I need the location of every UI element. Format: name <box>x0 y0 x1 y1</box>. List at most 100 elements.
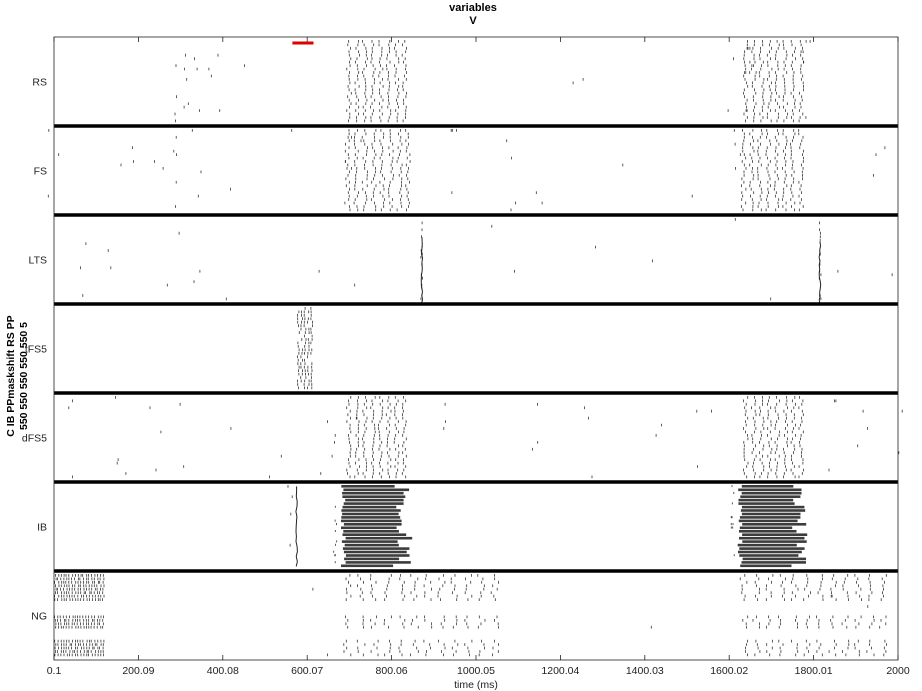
spike-burst <box>741 505 805 509</box>
spike-mark <box>819 292 821 297</box>
y-axis-title: C IB PPmaskshift RS PP 550 550 550 550 5… <box>5 315 30 436</box>
spike-burst <box>343 550 407 554</box>
spike-burst <box>341 526 397 530</box>
spike-mark <box>819 241 822 246</box>
spike-burst <box>342 491 404 495</box>
population-label-rs: RS <box>32 77 47 89</box>
chart-title-line-1: variables <box>449 2 497 14</box>
spike-burst <box>741 485 794 488</box>
spike-burst <box>342 533 407 536</box>
spike-mark <box>818 268 821 273</box>
population-label-tfs5: tFS5 <box>25 344 47 356</box>
spike-mark <box>818 296 821 301</box>
spike-mark <box>295 541 298 547</box>
spike-train-fs <box>47 129 886 212</box>
x-axis-title: time (ms) <box>454 679 498 691</box>
spike-burst <box>738 519 798 523</box>
panels-layer: RS FS LTS tFS5 dFS5 IB NG <box>22 77 47 623</box>
chart-title-line-2: V <box>469 15 477 27</box>
spike-mark <box>421 270 423 275</box>
spike-burst <box>345 536 413 540</box>
spike-burst <box>342 512 399 516</box>
spike-burst <box>738 488 802 492</box>
spike-train-rs <box>174 40 811 123</box>
spike-burst <box>341 516 401 519</box>
spike-burst <box>344 557 400 561</box>
spike-mark <box>818 276 821 281</box>
x-tick-label: 200.09 <box>122 665 154 677</box>
spike-mark <box>421 258 424 263</box>
spike-burst <box>739 536 805 540</box>
spike-burst <box>741 561 806 564</box>
spike-burst <box>740 509 806 512</box>
spike-burst <box>341 564 394 568</box>
spike-mark <box>818 253 821 258</box>
spike-burst <box>345 498 404 502</box>
x-tick-label: 1600.02 <box>710 665 748 677</box>
population-label-dfs5: dFS5 <box>22 433 47 445</box>
spike-mark <box>295 556 298 562</box>
spike-mark <box>421 295 424 300</box>
x-tick-label: 400.08 <box>207 665 239 677</box>
spike-burst <box>343 530 399 533</box>
spike-burst <box>343 488 410 492</box>
spike-burst <box>741 491 802 495</box>
spike-burst <box>739 547 805 550</box>
x-tick-label: 1000.05 <box>457 665 495 677</box>
spike-burst <box>739 526 793 530</box>
spike-mark <box>420 253 424 259</box>
spike-mark <box>819 245 822 250</box>
y-axis-title-line-1: C IB PPmaskshift RS PP <box>5 315 17 436</box>
x-tick-label: 2000 <box>886 665 910 677</box>
spike-mark <box>295 551 298 557</box>
spike-mark <box>295 511 298 517</box>
x-tick-label: 800.06 <box>376 665 408 677</box>
spike-burst <box>341 485 395 488</box>
spike-burst <box>738 498 794 502</box>
separators-layer <box>54 124 898 573</box>
spike-mark <box>295 506 298 512</box>
population-label-ib: IB <box>37 522 47 534</box>
x-axis: 0.1 200.09 400.08 600.07 800.06 1000.05 1200.0… <box>47 37 910 677</box>
spike-burst <box>738 550 802 554</box>
spike-burst <box>741 512 801 516</box>
x-tick-label: 1400.03 <box>626 665 664 677</box>
spike-burst <box>341 540 398 543</box>
spike-mark <box>819 280 822 285</box>
spike-mark <box>819 288 821 293</box>
population-label-lts: LTS <box>29 255 47 267</box>
spike-mark <box>295 561 298 567</box>
spike-mark <box>818 265 821 270</box>
spike-train-dfs5 <box>68 396 903 479</box>
spike-burst <box>742 540 807 543</box>
population-label-fs: FS <box>34 166 47 178</box>
spike-train-ng <box>54 574 887 657</box>
spike-burst <box>344 543 399 547</box>
spike-burst <box>345 561 411 564</box>
x-tick-label: 1800.01 <box>795 665 833 677</box>
spike-burst <box>742 523 807 526</box>
spike-mark <box>818 261 821 266</box>
spike-train-ib <box>287 485 808 568</box>
spike-burst <box>739 530 797 533</box>
spike-burst <box>341 509 401 512</box>
spike-train-tfs5 <box>296 307 314 390</box>
spike-burst <box>342 547 410 550</box>
spikes-layer <box>47 40 903 657</box>
spike-burst <box>742 557 806 561</box>
spike-burst <box>342 495 406 498</box>
x-tick-label: 0.1 <box>47 665 62 677</box>
spike-burst <box>341 519 402 523</box>
spike-mark <box>818 257 821 262</box>
y-axis-title-line-2: 550 550 550 550 550 5 <box>18 322 30 430</box>
population-label-ng: NG <box>31 611 47 623</box>
spike-burst <box>342 505 397 509</box>
spike-burst <box>742 533 808 536</box>
spike-burst <box>343 523 402 526</box>
x-tick-label: 600.07 <box>291 665 323 677</box>
spike-mark <box>295 496 298 502</box>
spike-burst <box>740 495 801 498</box>
spike-burst <box>740 564 792 568</box>
spike-burst <box>345 554 410 557</box>
